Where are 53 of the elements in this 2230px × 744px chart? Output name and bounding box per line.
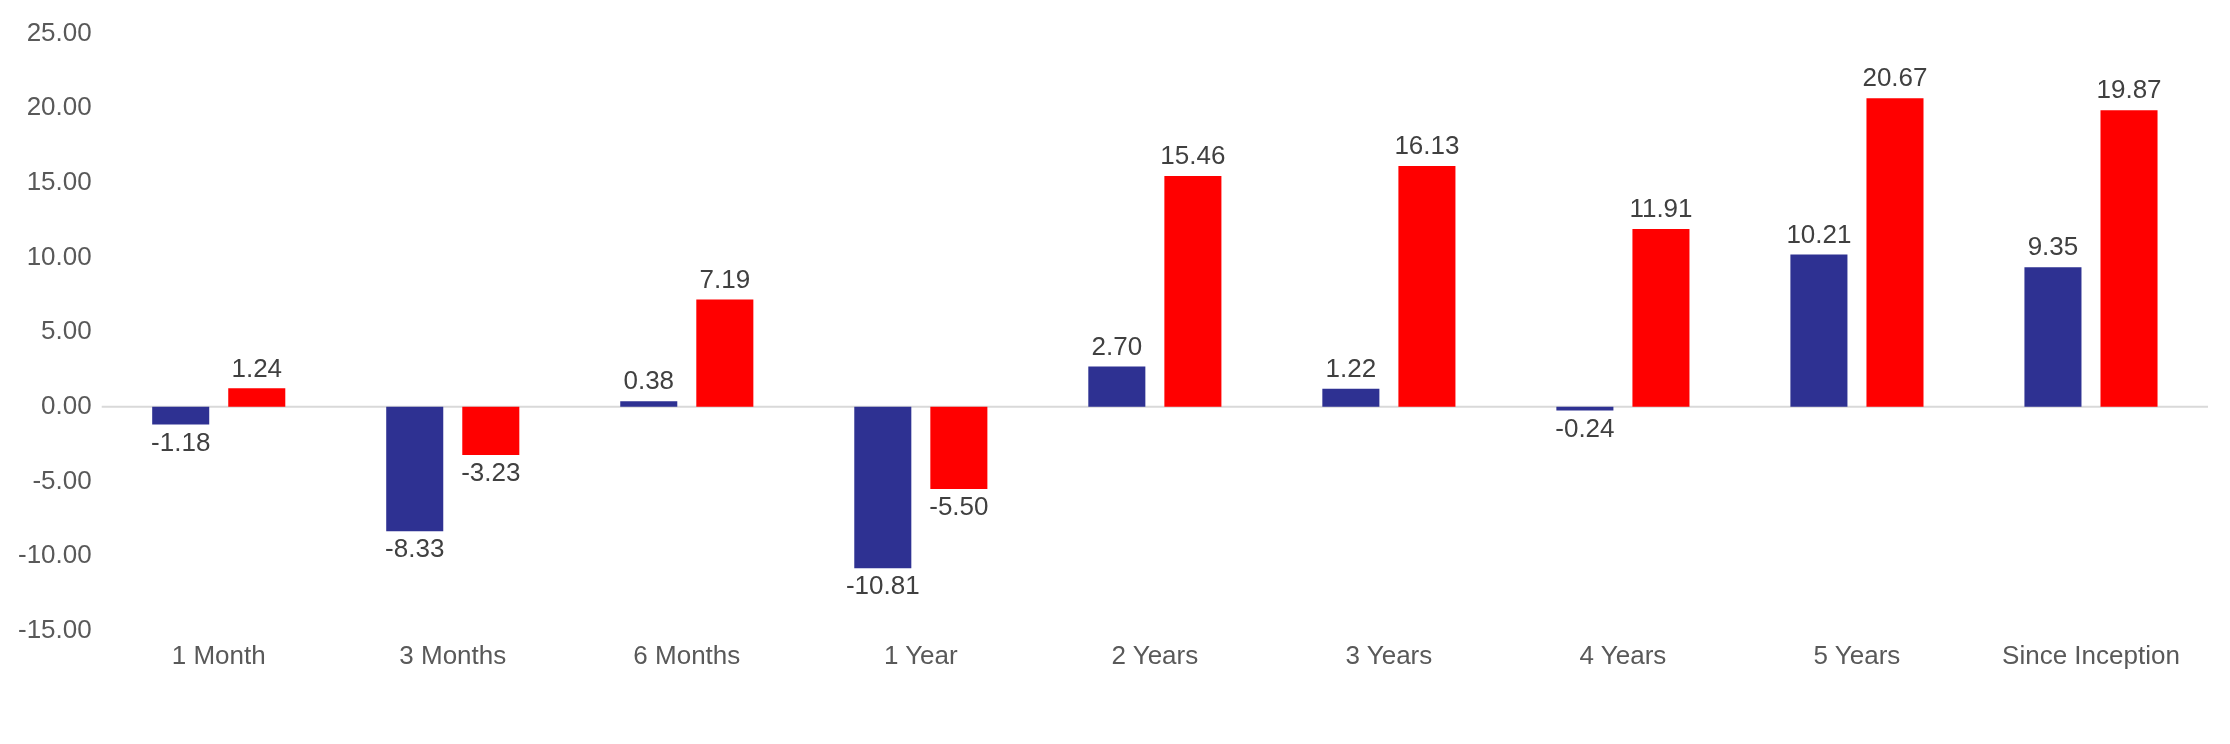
data-label: -5.50 — [929, 491, 989, 522]
bar — [1088, 366, 1146, 407]
data-label: 15.46 — [1160, 140, 1226, 171]
data-label: -1.18 — [151, 426, 211, 457]
bar — [1398, 166, 1456, 407]
data-label: -10.81 — [845, 570, 920, 601]
y-tick-label: -15.00 — [17, 613, 92, 644]
bar — [620, 401, 678, 407]
x-tick-label: 2 Years — [1111, 639, 1199, 670]
bar — [1164, 176, 1222, 407]
y-tick-label: 10.00 — [26, 240, 92, 271]
x-tick-label: 1 Month — [171, 639, 266, 670]
bar — [2100, 110, 2158, 407]
data-label: -3.23 — [461, 457, 521, 488]
data-label: 7.19 — [699, 263, 751, 294]
bar — [228, 388, 286, 407]
data-label: 11.91 — [1629, 193, 1693, 224]
data-label: 20.67 — [1862, 62, 1928, 93]
y-tick-label: 15.00 — [26, 166, 92, 197]
y-tick-label: -10.00 — [17, 539, 92, 570]
data-label: 0.38 — [623, 365, 675, 396]
x-tick-label: 5 Years — [1813, 639, 1901, 670]
bar — [1866, 98, 1924, 407]
data-label: 2.70 — [1091, 330, 1143, 361]
data-label: 1.22 — [1325, 352, 1377, 383]
bar — [930, 406, 988, 489]
x-tick-label: 1 Year — [883, 639, 959, 670]
data-label: -8.33 — [385, 533, 445, 564]
bar — [2024, 267, 2082, 407]
x-tick-label: 6 Months — [633, 639, 741, 670]
bar — [854, 406, 912, 569]
bar — [1322, 388, 1380, 407]
data-label: 1.24 — [231, 352, 283, 383]
bar — [1632, 229, 1690, 407]
data-label: 19.87 — [2096, 74, 2162, 105]
bar — [386, 406, 444, 532]
y-tick-label: 0.00 — [41, 390, 92, 421]
y-tick-label: 20.00 — [26, 91, 92, 122]
y-tick-label: 5.00 — [41, 315, 92, 346]
bar — [462, 406, 520, 456]
x-tick-label: 3 Months — [399, 639, 507, 670]
x-tick-label: 4 Years — [1579, 639, 1667, 670]
data-label: 9.35 — [2027, 231, 2079, 262]
data-label: 10.21 — [1786, 218, 1852, 249]
y-tick-label: 25.00 — [26, 16, 92, 47]
data-label: -0.24 — [1555, 412, 1615, 443]
bar — [152, 406, 210, 425]
y-tick-label: -5.00 — [32, 464, 92, 495]
bar — [696, 299, 754, 407]
data-label: 16.13 — [1394, 130, 1460, 161]
x-tick-label: Since Inception — [2002, 639, 2180, 670]
bar — [1790, 254, 1848, 407]
x-tick-label: 3 Years — [1345, 639, 1433, 670]
